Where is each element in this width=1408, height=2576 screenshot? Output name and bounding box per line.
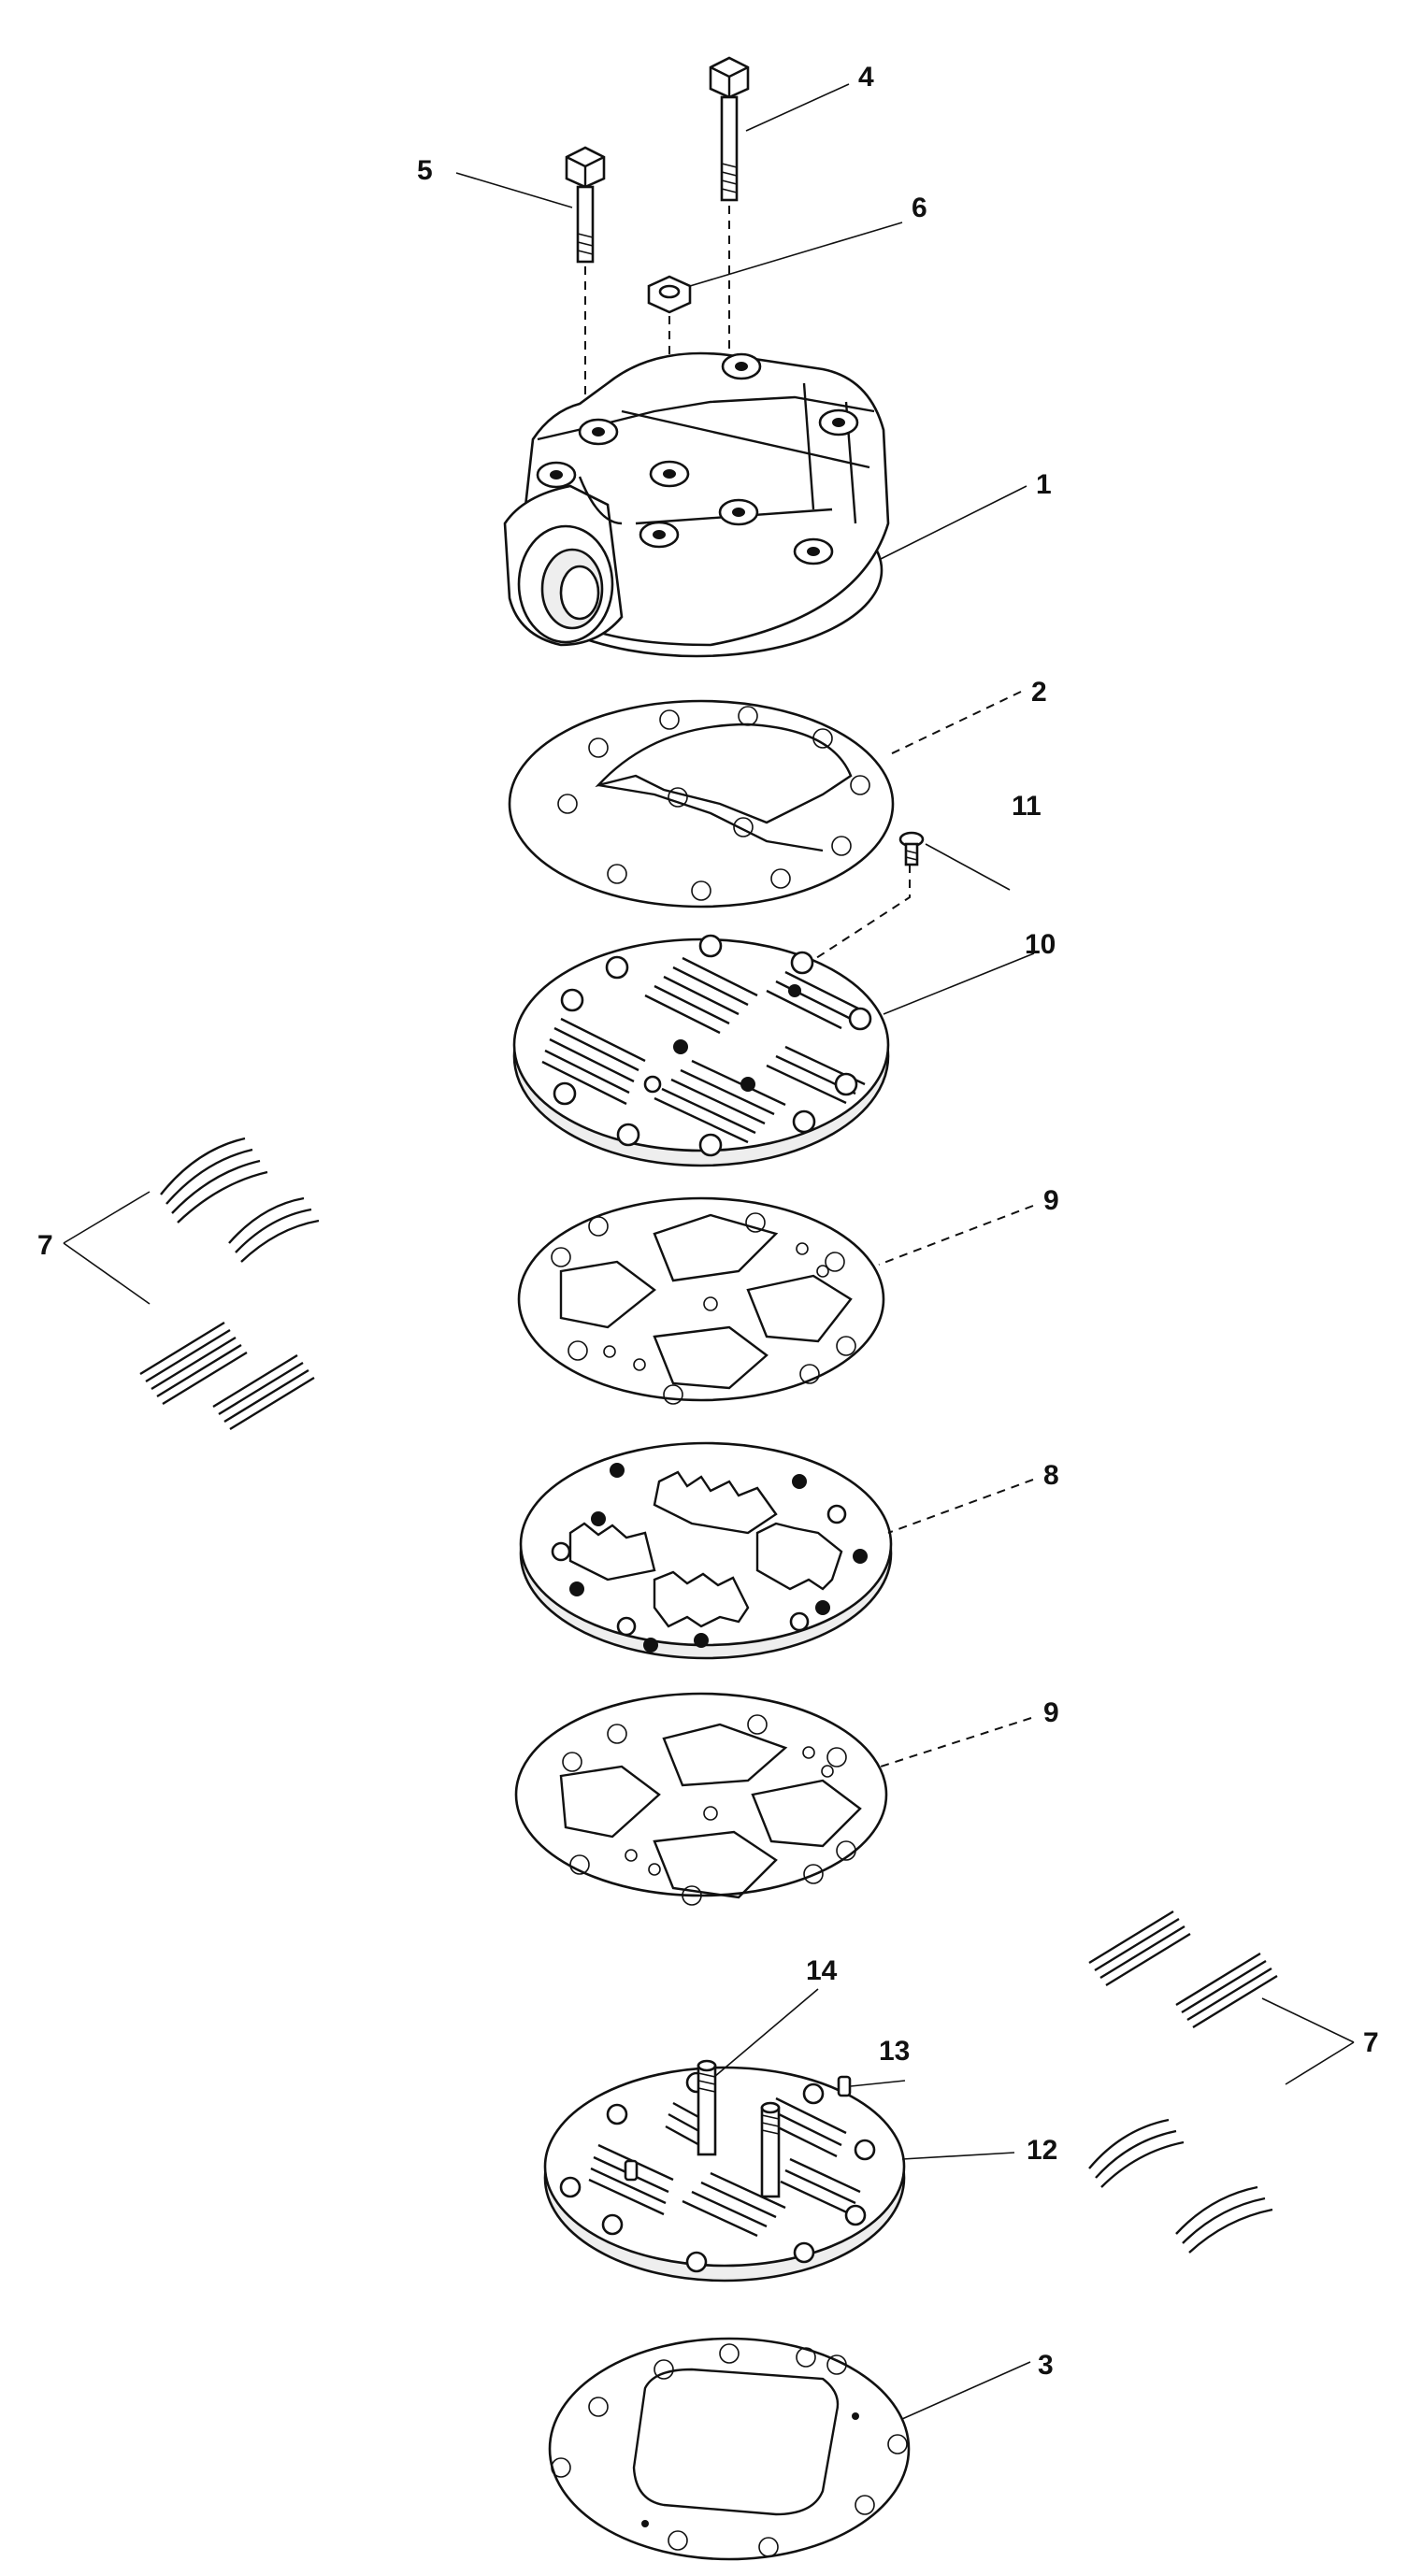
valve-plate-middle <box>519 1441 893 1660</box>
callout-9-upper: 9 <box>1043 1185 1059 1216</box>
reeds-left <box>139 1137 320 1431</box>
cylinder-head <box>503 351 890 658</box>
callout-2: 2 <box>1031 677 1047 708</box>
valve-plate-bottom <box>543 2059 906 2283</box>
valve-plate-top <box>512 934 890 1167</box>
valve-screw <box>898 831 925 866</box>
head-gasket <box>508 699 895 909</box>
callout-12: 12 <box>1027 2135 1057 2166</box>
callout-3: 3 <box>1038 2350 1054 2381</box>
callout-10: 10 <box>1025 929 1056 960</box>
valve-gasket-lower <box>514 1692 888 1906</box>
hex-nut <box>647 275 692 314</box>
callout-6: 6 <box>912 193 927 223</box>
callout-11: 11 <box>1012 791 1042 822</box>
leader-lines <box>63 83 1355 2420</box>
bottom-gasket <box>548 2337 911 2561</box>
capscrew-long <box>709 56 750 202</box>
callout-4: 4 <box>858 62 874 93</box>
reeds-right <box>1088 1910 1278 2254</box>
callout-labels: 4 5 6 1 2 11 10 9 8 9 14 13 12 3 7 7 <box>37 62 1379 2381</box>
callout-9-lower: 9 <box>1043 1697 1059 1728</box>
callout-13: 13 <box>879 2036 910 2067</box>
valve-gasket-upper <box>517 1196 885 1405</box>
callout-5: 5 <box>417 155 433 186</box>
callout-7-left: 7 <box>37 1230 53 1261</box>
capscrew-short <box>565 146 606 264</box>
callout-8: 8 <box>1043 1460 1059 1491</box>
callout-14: 14 <box>806 1955 838 1986</box>
callout-7-right: 7 <box>1363 2027 1379 2058</box>
callout-1: 1 <box>1036 469 1052 500</box>
